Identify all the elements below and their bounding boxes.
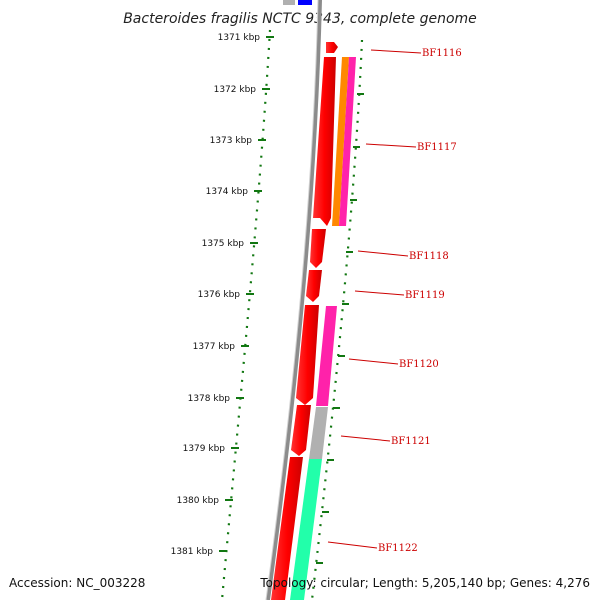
kbp-tick-label: 1373 kbp [210, 136, 253, 146]
topology-text: Topology: circular; Length: 5,205,140 bp… [259, 576, 590, 590]
gene-label[interactable]: BF1118 [409, 251, 449, 262]
kbp-tick-label: 1376 kbp [198, 290, 241, 300]
kbp-tick-label: 1381 kbp [171, 547, 214, 557]
gene-leader-line [365, 143, 417, 148]
gene-leader-line [354, 290, 405, 296]
gene-arrow-bf1121[interactable] [291, 405, 311, 456]
feature-green [290, 459, 322, 600]
backbone-arc [266, 0, 322, 600]
gene-label[interactable]: BF1117 [417, 142, 457, 153]
gene-label[interactable]: BF1122 [378, 543, 418, 554]
kbp-ticks: 1371 kbp 1372 kbp 1373 kbp 1374 kbp 1375 kbp… [171, 33, 274, 557]
kbp-tick-label: 1380 kbp [177, 496, 220, 506]
feature-magenta-2 [316, 306, 337, 406]
gene-label[interactable]: BF1121 [391, 436, 431, 447]
gene-arrow-bf1119[interactable] [306, 270, 322, 302]
gene-arrow-bf1118[interactable] [310, 229, 326, 268]
gene-label[interactable]: BF1116 [422, 48, 462, 59]
feature-grey [309, 407, 328, 459]
accession-text: Accession: NC_003228 [9, 576, 145, 590]
kbp-tick-label: 1372 kbp [214, 85, 257, 95]
kbp-tick-label: 1375 kbp [202, 239, 245, 249]
gene-label[interactable]: BF1119 [405, 290, 445, 301]
kbp-tick-label: 1374 kbp [206, 187, 249, 197]
gene-leader-line [348, 358, 399, 365]
gene-leader-line [357, 250, 409, 257]
gene-leader-line [370, 49, 422, 54]
gene-arrow-bf1116[interactable] [326, 42, 338, 53]
kbp-tick-label: 1379 kbp [183, 444, 226, 454]
feature-magenta-1 [339, 57, 356, 226]
gene-arrow-bf1122[interactable] [271, 457, 303, 600]
feature-orange [332, 57, 349, 226]
map-title: Bacteroides fragilis NCTC 9343, complete… [123, 11, 477, 27]
gene-leader-line [340, 435, 391, 442]
outer-ruler-dots [220, 29, 272, 600]
gene-label[interactable]: BF1120 [399, 359, 439, 370]
gene-labels: BF1116 BF1117 BF1118 BF1119 BF1120 BF1121 BF11… [327, 48, 462, 554]
kbp-tick-label: 1371 kbp [218, 33, 261, 43]
kbp-tick-label: 1377 kbp [193, 342, 236, 352]
gene-arrow-bf1120[interactable] [296, 305, 319, 405]
inner-ticks [316, 93, 364, 564]
kbp-tick-label: 1378 kbp [188, 394, 231, 404]
feature-grey-top [283, 0, 295, 5]
gene-leader-line [327, 541, 378, 549]
inner-ruler-dots [310, 39, 364, 600]
gene-arrow-bf1117[interactable] [313, 57, 336, 226]
feature-blue-top [298, 0, 312, 5]
